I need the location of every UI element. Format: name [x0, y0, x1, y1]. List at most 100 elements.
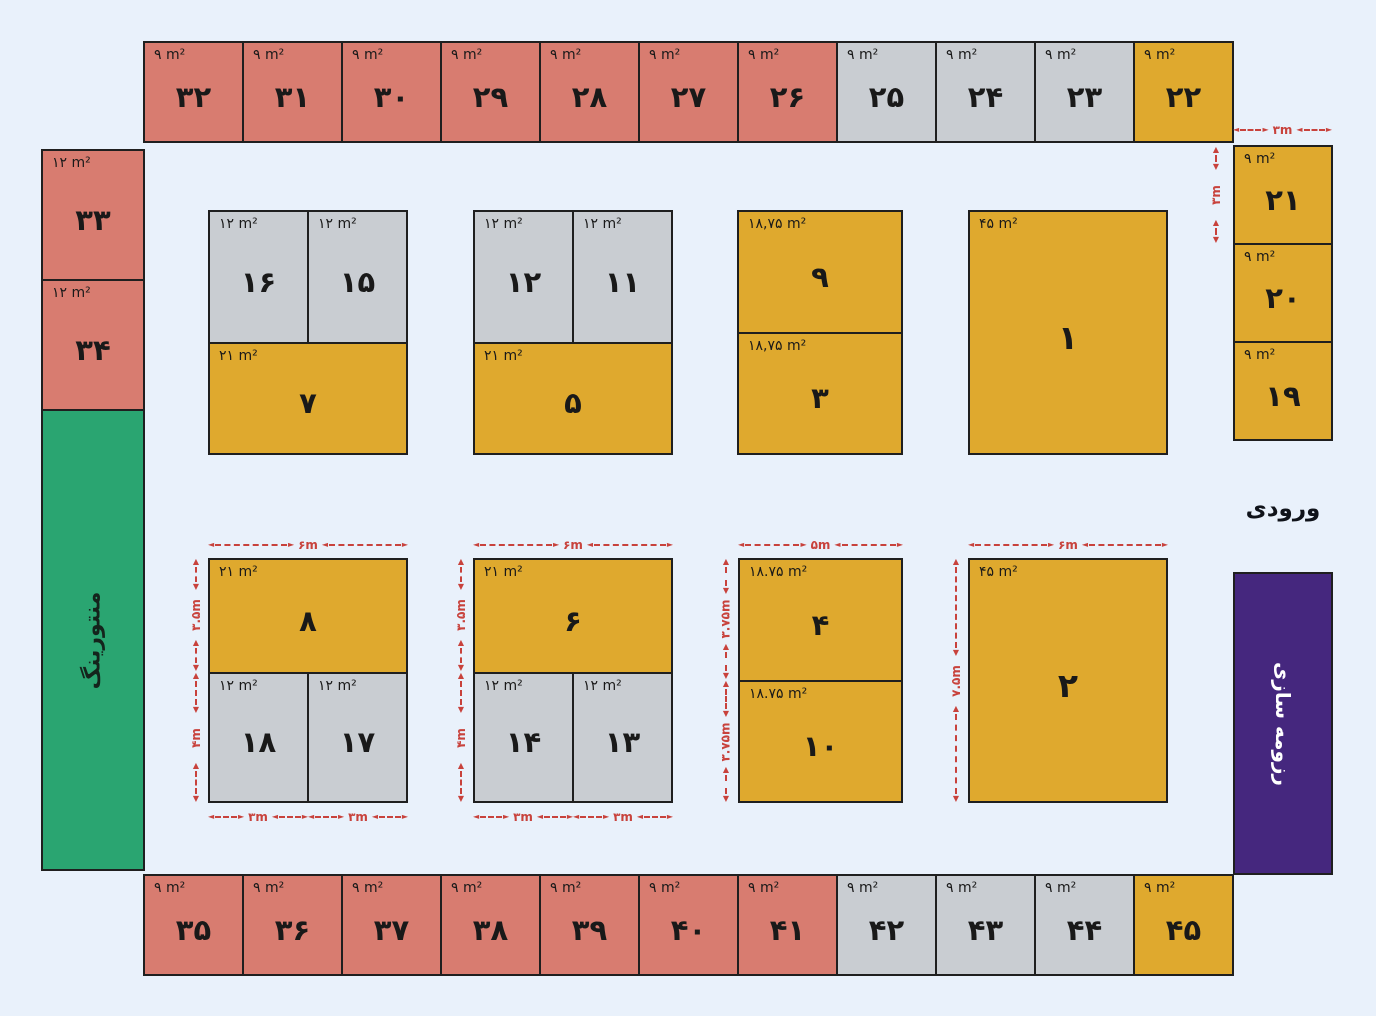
- dimension-label: ۴m: [189, 727, 204, 748]
- dimension-label: ۳m: [513, 810, 533, 824]
- arrowhead-icon: ▼: [192, 582, 200, 591]
- arrowhead-icon: ►: [401, 540, 409, 549]
- booth-40: ۹ m² ۴۰: [638, 874, 739, 976]
- booth-number: ۹: [811, 259, 829, 294]
- booth-area-label: ۹ m²: [550, 47, 582, 63]
- arrowhead-icon: ►: [666, 812, 674, 821]
- arrowhead-icon: ▼: [722, 671, 730, 680]
- dimension-line: [1215, 155, 1217, 162]
- dimension-line: [841, 544, 896, 546]
- arrowhead-icon: ▼: [952, 647, 960, 657]
- arrowhead-icon: ▲: [1212, 218, 1220, 227]
- dimension-three_half: ▲ ▼ ۳.۵m ▲ ▼: [453, 558, 469, 672]
- dimension-three_75: ▲ ▼ ۳.۷۵m ▲ ▼: [718, 558, 734, 680]
- booth-number: ۲۵: [868, 79, 905, 114]
- booth-area-label: ۲۱ m²: [219, 564, 258, 580]
- arrowhead-icon: ◄: [321, 540, 329, 549]
- booth-area-label: ۲۱ m²: [484, 348, 523, 364]
- arrowhead-icon: ▼: [192, 663, 200, 672]
- dimension-line: [725, 689, 727, 709]
- booth-number: ۴: [811, 607, 830, 642]
- booth-10: ۱۸.۷۵ m² ۱۰: [740, 682, 901, 801]
- booth-area-label: ۴۵ m²: [979, 216, 1018, 232]
- booth-number: ۳۵: [175, 912, 212, 947]
- dimension-three_half: ▲ ▼ ۳.۵m ▲ ▼: [188, 558, 204, 672]
- dimension-label: ۳.۵m: [189, 599, 203, 631]
- booth-number: ۳۹: [571, 912, 608, 947]
- booth-number: ۲۳: [1066, 79, 1103, 114]
- arrowhead-icon: ▼: [952, 794, 960, 803]
- booth-area-label: ۱۲ m²: [583, 678, 622, 694]
- dimension-line: [480, 816, 502, 818]
- arrowhead-icon: ▼: [1212, 162, 1220, 171]
- arrowhead-icon: ►: [566, 812, 574, 821]
- arrowhead-icon: ▼: [192, 704, 200, 714]
- booth-22: ۹ m² ۲۲: [1133, 41, 1234, 143]
- booth-area-label: ۹ m²: [946, 880, 978, 896]
- arrowhead-icon: ◄: [536, 812, 544, 821]
- booth-number: ۱۴: [505, 725, 542, 760]
- dimension-four: ▲ ▼ ۴m ▲ ▼: [453, 672, 469, 803]
- arrowhead-icon: ▲: [722, 642, 730, 651]
- booth-number: ۱: [1057, 317, 1079, 357]
- booth-number: ۳۸: [472, 912, 509, 947]
- dimension-three_75: ▲ ▼ ۳.۷۵m ▲ ▼: [718, 680, 734, 803]
- booth-45: ۹ m² ۴۵: [1133, 874, 1234, 976]
- booth-21: ۹ m² ۲۱: [1233, 145, 1333, 245]
- arrowhead-icon: ▼: [722, 586, 730, 595]
- booth-number: ۱۳: [604, 725, 641, 760]
- island-16-15-7: ۱۲ m² ۱۶ ۱۲ m² ۱۵ ۲۱ m² ۷: [208, 210, 408, 455]
- arrowhead-icon: ▼: [457, 794, 465, 803]
- booth-34: ۱۲ m² ۳۴: [41, 279, 145, 411]
- booth-number: ۱۹: [1265, 378, 1301, 413]
- booth-15: ۱۲ m² ۱۵: [309, 212, 406, 342]
- booth-area-label: ۹ m²: [649, 880, 681, 896]
- dimension-three: ◄ ► ۳m ◄ ►: [1233, 122, 1332, 138]
- dimension-line: [725, 774, 727, 794]
- booth-area-label: ۹ m²: [1244, 151, 1276, 167]
- arrowhead-icon: ►: [502, 812, 510, 821]
- booth-11: ۱۲ m² ۱۱: [574, 212, 671, 342]
- booth-35: ۹ m² ۳۵: [143, 874, 244, 976]
- dimension-line: [1215, 228, 1217, 235]
- arrowhead-icon: ◄: [586, 540, 594, 549]
- arrowhead-icon: ►: [401, 812, 409, 821]
- dimension-label: ۵m: [810, 538, 831, 552]
- booth-number: ۳۷: [373, 912, 410, 947]
- dimension-line: [955, 567, 957, 648]
- arrowhead-icon: ◄: [834, 540, 841, 549]
- booth-25: ۹ m² ۲۵: [836, 41, 937, 143]
- booth-area-label: ۹ m²: [847, 47, 879, 63]
- dimension-line: [955, 713, 957, 794]
- arrowhead-icon: ▲: [722, 764, 730, 774]
- booth-18: ۱۲ m² ۱۸: [210, 674, 307, 801]
- arrowhead-icon: ◄: [1233, 125, 1240, 134]
- booth-area-label: ۱۲ m²: [219, 678, 258, 694]
- arrowhead-icon: ►: [666, 540, 674, 549]
- dimension-label: ۷.۵m: [949, 664, 963, 697]
- booth-number: ۱۵: [339, 264, 376, 299]
- arrowhead-icon: ◄: [208, 812, 215, 821]
- dimension-label: ۳m: [348, 810, 368, 824]
- booth-5: ۲۱ m² ۵: [475, 344, 671, 453]
- booth-area-label: ۹ m²: [1144, 880, 1176, 896]
- booth-number: ۳۱: [274, 79, 311, 114]
- arrowhead-icon: ►: [337, 812, 345, 821]
- booth-area-label: ۹ m²: [154, 47, 186, 63]
- resume-zone-label: رزومه سازی: [1271, 661, 1295, 786]
- arrowhead-icon: ◄: [1296, 125, 1303, 134]
- arrowhead-icon: ►: [1325, 125, 1333, 134]
- booth-44: ۹ m² ۴۴: [1034, 874, 1135, 976]
- arrowhead-icon: ▲: [952, 703, 960, 713]
- booth-1: ۴۵ m² ۱: [968, 210, 1168, 455]
- booth-29: ۹ m² ۲۹: [440, 41, 541, 143]
- dimension-line: [195, 770, 197, 794]
- booth-number: ۴۰: [670, 912, 707, 947]
- arrowhead-icon: ◄: [473, 812, 480, 821]
- booth-number: ۳۴: [75, 332, 111, 367]
- booth-number: ۲۰: [1265, 280, 1301, 315]
- island-6-14-13: ۲۱ m² ۶ ۱۲ m² ۱۴ ۱۲ m² ۱۳: [473, 558, 673, 803]
- dimension-line: [725, 652, 727, 671]
- island-12-11-5: ۱۲ m² ۱۲ ۱۲ m² ۱۱ ۲۱ m² ۵: [473, 210, 673, 455]
- booth-area-label: ۹ m²: [1244, 347, 1276, 363]
